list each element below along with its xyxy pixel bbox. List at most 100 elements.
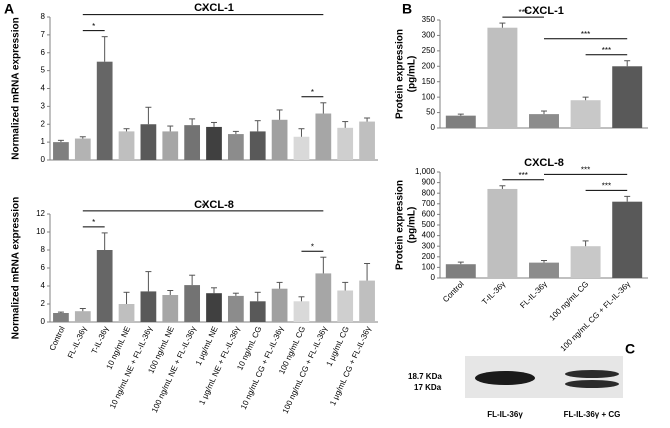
y-tick-label: 6 <box>41 48 46 57</box>
y-tick-label: 12 <box>36 209 45 218</box>
bar <box>487 188 518 278</box>
y-tick-label: 0 <box>431 273 436 282</box>
x-tick-label: 100 ng/mL CG <box>548 280 591 323</box>
marker-label: 17 KDa <box>414 383 442 392</box>
y-tick-label: 0 <box>41 155 46 164</box>
y-tick-label: 1 <box>41 137 46 146</box>
y-tick-label: 6 <box>41 263 46 272</box>
y-tick-label: 8 <box>41 245 46 254</box>
significance-label: * <box>311 242 314 251</box>
bar <box>140 291 157 322</box>
bar <box>293 301 310 322</box>
y-tick-label: 900 <box>422 178 436 187</box>
significance-label: * <box>311 88 314 97</box>
significance-label: * <box>92 22 95 31</box>
bar <box>74 311 91 322</box>
y-tick-label: 3 <box>41 101 46 110</box>
bar <box>206 126 222 160</box>
bar <box>337 127 354 160</box>
bar <box>118 131 135 160</box>
lane-label: FL-IL-36γ + CG <box>564 410 621 419</box>
y-tick-label: 300 <box>422 31 436 40</box>
y-axis-label: Protein expression <box>395 180 406 270</box>
bar <box>74 138 91 160</box>
y-tick-label: 600 <box>422 210 436 219</box>
y-tick-label: 150 <box>422 77 436 86</box>
y-tick-label: 0 <box>431 123 436 132</box>
bar <box>96 250 113 322</box>
y-tick-label: 7 <box>41 30 46 39</box>
x-tick-label: T-IL-36γ <box>480 280 507 307</box>
y-tick-label: 700 <box>422 199 436 208</box>
bar <box>53 313 69 322</box>
chart-title: CXCL-8 <box>194 199 234 211</box>
x-tick-label: 1 μg/mL CG + FL-IL-36γ <box>328 325 373 407</box>
western-blot <box>465 356 623 398</box>
y-tick-label: 800 <box>422 188 436 197</box>
x-tick-label: 100 ng/mL NE + FL-IL-36γ <box>150 325 198 414</box>
significance-label: *** <box>519 171 528 180</box>
y-axis-label: Normalized mRNA expression <box>11 17 22 159</box>
y-tick-label: 400 <box>422 231 436 240</box>
y-tick-label: 4 <box>41 84 46 93</box>
bar <box>184 125 201 160</box>
y-axis-label: Protein expression <box>395 29 406 119</box>
x-tick-label: 100 ng/mL CG + FL-IL-36γ <box>559 280 633 354</box>
bar <box>227 295 244 322</box>
significance-label: *** <box>581 165 590 174</box>
y-tick-label: 1,000 <box>415 167 436 176</box>
significance-label: *** <box>602 181 611 190</box>
y-tick-label: 0 <box>41 317 46 326</box>
significance-label: * <box>92 218 95 227</box>
blot-band <box>565 380 619 388</box>
bar <box>337 290 354 322</box>
y-tick-label: 500 <box>422 220 436 229</box>
y-tick-label: 350 <box>422 15 436 24</box>
y-tick-label: 200 <box>422 61 436 70</box>
significance-label: * <box>202 202 205 211</box>
bar <box>140 124 157 160</box>
bar <box>271 119 288 160</box>
y-tick-label: 5 <box>41 66 46 75</box>
chart-title: CXCL-1 <box>524 5 564 17</box>
x-tick-label: FL-IL-36γ <box>518 280 549 311</box>
bar <box>612 201 643 278</box>
bar <box>96 61 113 160</box>
bar <box>162 131 179 160</box>
bar <box>53 142 69 160</box>
y-tick-label: 100 <box>422 92 436 101</box>
y-tick-label: 10 <box>36 227 45 236</box>
bar <box>293 136 310 160</box>
y-axis-label: Normalized mRNA expression <box>11 197 22 339</box>
y-tick-label: 50 <box>426 108 435 117</box>
bar <box>206 293 222 322</box>
chart-title: CXCL-8 <box>524 157 564 169</box>
y-tick-label: 4 <box>41 281 46 290</box>
bar <box>184 285 201 322</box>
x-tick-label: 1 μg/mL NE + FL-IL-36γ <box>197 325 241 406</box>
blot-band <box>565 370 619 378</box>
marker-label: 18.7 KDa <box>408 372 442 381</box>
lane-label: FL-IL-36γ <box>487 410 523 419</box>
x-tick-label: FL-IL-36γ <box>66 325 89 360</box>
y-axis-label: (pg/mL) <box>407 56 418 93</box>
panel-label: C <box>625 341 635 357</box>
bar <box>529 114 559 128</box>
x-tick-label: Control <box>48 325 67 352</box>
bar <box>445 115 476 128</box>
chart-title: CXCL-1 <box>194 2 234 14</box>
y-tick-label: 2 <box>41 299 46 308</box>
bar <box>487 27 518 128</box>
blot-band <box>475 371 535 385</box>
bar <box>315 113 332 160</box>
significance-label: *** <box>602 46 611 55</box>
significance-label: *** <box>581 30 590 39</box>
x-tick-label: T-IL-36γ <box>90 325 111 355</box>
bar <box>359 121 375 160</box>
panel-label: A <box>4 1 14 17</box>
significance-label: *** <box>519 8 528 17</box>
bar <box>118 304 135 322</box>
y-tick-label: 2 <box>41 119 46 128</box>
y-axis-label: (pg/mL) <box>407 207 418 244</box>
